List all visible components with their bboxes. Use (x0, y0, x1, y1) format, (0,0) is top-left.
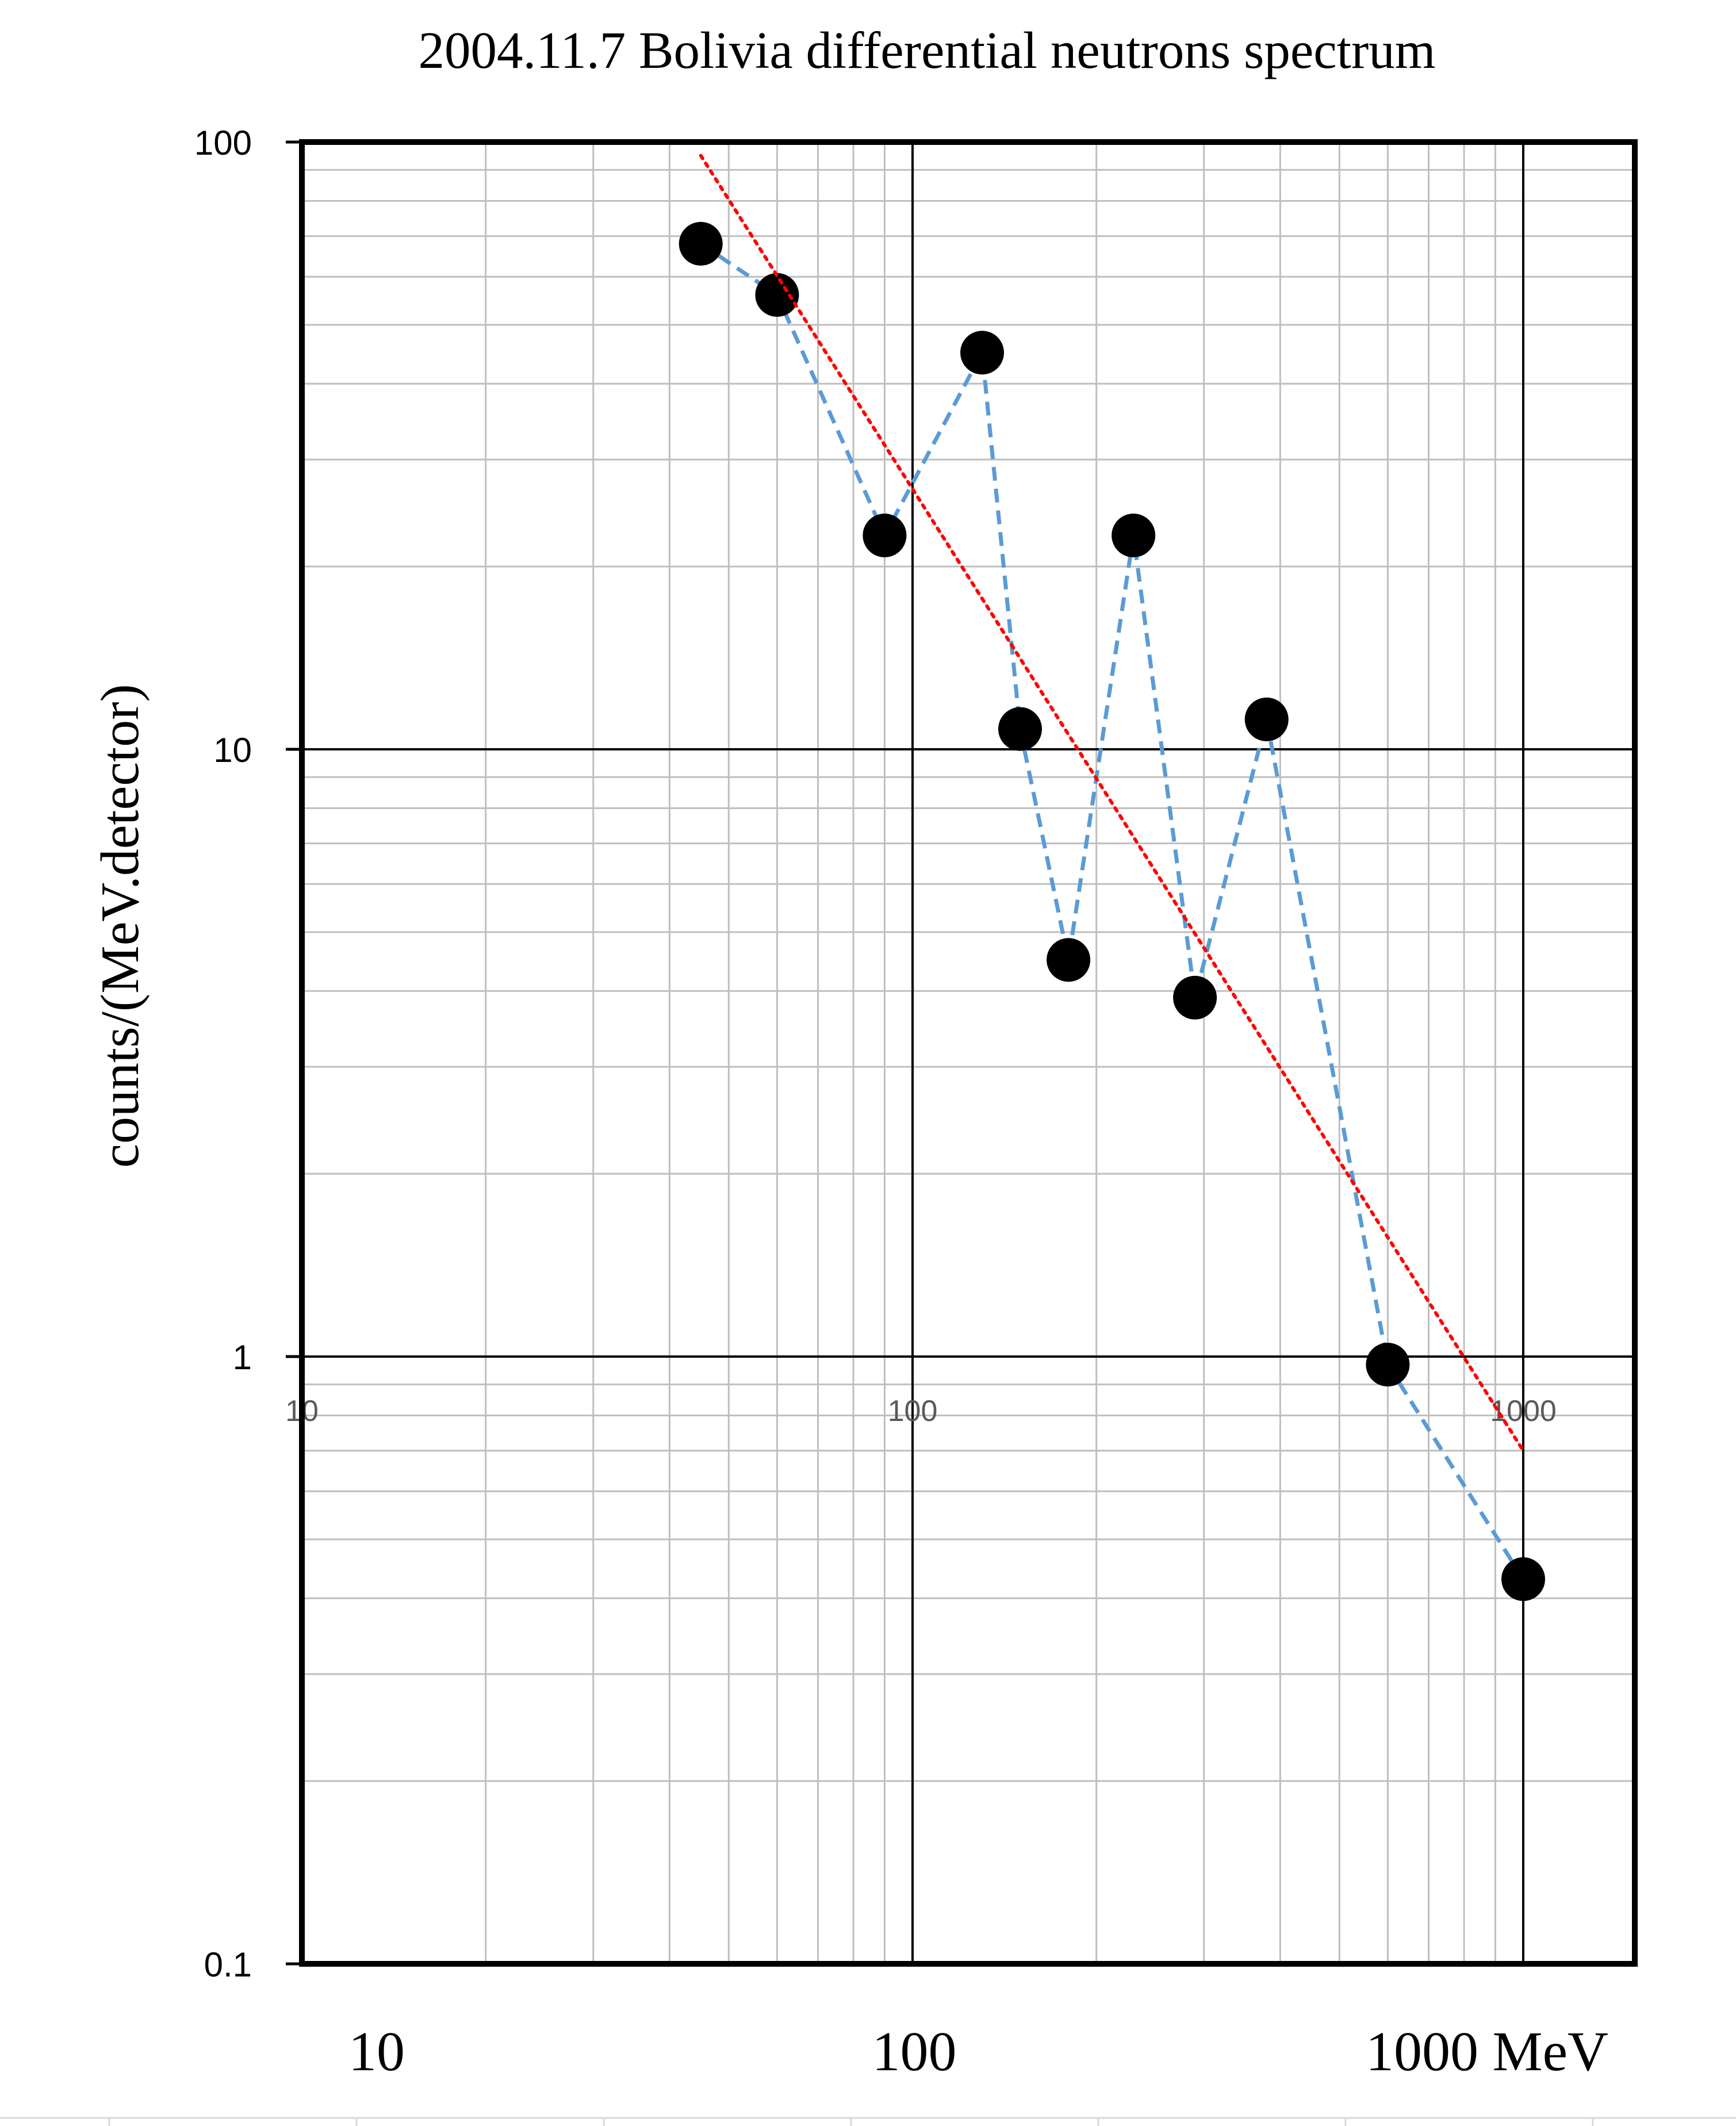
y-tick-label: 10 (213, 731, 252, 769)
x-tick-label-inner: 100 (888, 1395, 938, 1428)
data-point (679, 221, 723, 266)
footer-layer (0, 2117, 1736, 2126)
y-tick-label: 100 (194, 124, 252, 162)
data-point (1173, 975, 1217, 1020)
data-point (863, 514, 907, 558)
chart-title: 2004.11.7 Bolivia differential neutrons … (418, 21, 1435, 79)
x-tick-label: 1000 MeV (1366, 2021, 1608, 2083)
series-layer (679, 154, 1545, 1602)
data-point (960, 331, 1005, 375)
frame-layer (286, 139, 1638, 1967)
y-tick-label: 0.1 (204, 1945, 252, 1984)
trendline (699, 154, 1525, 1453)
data-point (998, 707, 1043, 751)
grid-layer (302, 142, 1635, 1964)
data-point (1244, 698, 1289, 742)
data-point (1112, 514, 1156, 558)
x-tick-label: 100 (872, 2021, 957, 2083)
data-point (1047, 938, 1091, 982)
data-point (1366, 1342, 1410, 1386)
inner-x-tick-labels: 10 100 1000 (285, 1395, 1557, 1428)
x-tick-label-inner: 1000 (1490, 1395, 1557, 1428)
y-tick-label: 1 (233, 1338, 252, 1377)
y-axis-label: counts/(MeV.detector) (90, 684, 150, 1167)
text-layer: 2004.11.7 Bolivia differential neutrons … (90, 21, 1608, 2083)
data-line (699, 242, 1525, 1580)
data-point (1501, 1557, 1545, 1602)
data-point (755, 273, 799, 317)
x-tick-label: 10 (348, 2021, 405, 2083)
plot-frame (299, 139, 1638, 1967)
